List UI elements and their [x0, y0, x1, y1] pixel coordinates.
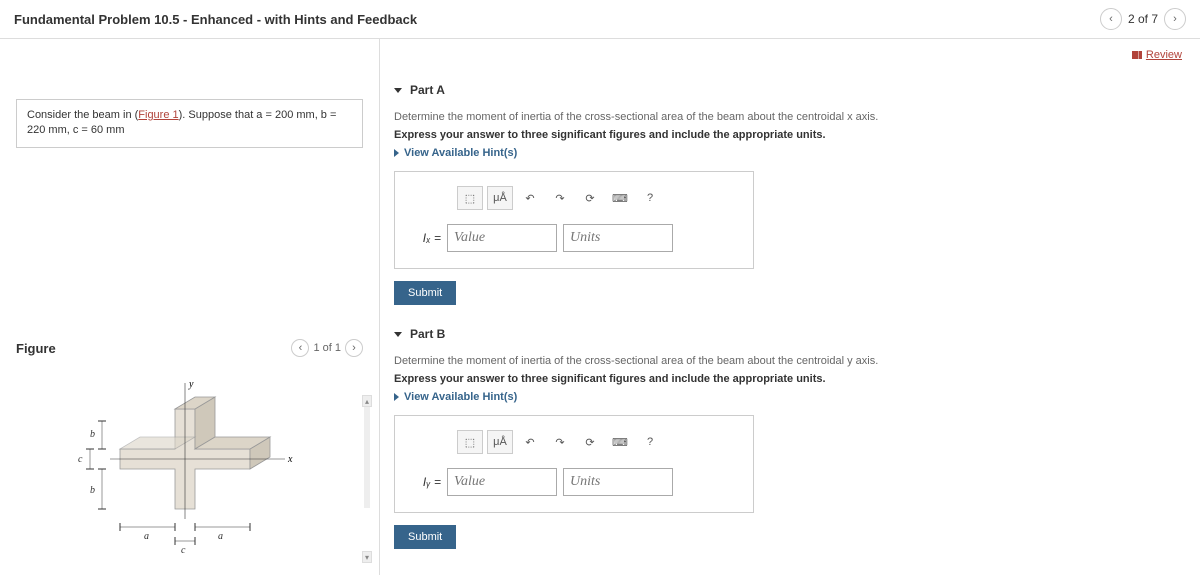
figure-title: Figure	[16, 341, 56, 356]
part-a-answer-box: ⬚ μÅ ↶ ↷ ⟳ ⌨ ? Iₓ =	[394, 171, 754, 269]
part-a-hints[interactable]: View Available Hint(s)	[394, 147, 1186, 159]
review-link[interactable]: Review	[1146, 49, 1182, 61]
prev-page-button[interactable]: ‹	[1100, 8, 1122, 30]
part-b-title: Part B	[410, 327, 445, 341]
next-page-button[interactable]: ›	[1164, 8, 1186, 30]
part-b-submit-button[interactable]: Submit	[394, 525, 456, 549]
figure-prev-button[interactable]: ‹	[291, 339, 309, 357]
part-a-title: Part A	[410, 83, 445, 97]
beam-figure: y x b c	[60, 369, 320, 559]
svg-text:c: c	[78, 454, 83, 465]
help-icon[interactable]: ?	[637, 430, 663, 454]
part-b-desc: Determine the moment of inertia of the c…	[394, 355, 1186, 367]
review-icon	[1132, 51, 1142, 59]
part-b-instr: Express your answer to three significant…	[394, 373, 1186, 385]
svg-text:a: a	[144, 531, 149, 542]
part-a-desc: Determine the moment of inertia of the c…	[394, 111, 1186, 123]
template-icon[interactable]: ⬚	[457, 186, 483, 210]
figure-counter: 1 of 1	[313, 342, 341, 354]
undo-icon[interactable]: ↶	[517, 186, 543, 210]
reset-icon[interactable]: ⟳	[577, 186, 603, 210]
page-title: Fundamental Problem 10.5 - Enhanced - wi…	[14, 12, 417, 27]
part-b-units-input[interactable]	[563, 468, 673, 496]
help-icon[interactable]: ?	[637, 186, 663, 210]
svg-text:c: c	[181, 545, 186, 556]
svg-text:b: b	[90, 429, 95, 440]
part-b-variable: Iᵧ =	[411, 475, 441, 489]
part-a-value-input[interactable]	[447, 224, 557, 252]
reset-icon[interactable]: ⟳	[577, 430, 603, 454]
redo-icon[interactable]: ↷	[547, 186, 573, 210]
units-icon[interactable]: μÅ	[487, 430, 513, 454]
figure-nav: ‹ 1 of 1 ›	[291, 339, 363, 357]
page-nav: ‹ 2 of 7 ›	[1100, 8, 1186, 30]
redo-icon[interactable]: ↷	[547, 430, 573, 454]
units-icon[interactable]: μÅ	[487, 186, 513, 210]
svg-text:b: b	[90, 485, 95, 496]
part-a: Part A Determine the moment of inertia o…	[394, 83, 1186, 305]
part-b-value-input[interactable]	[447, 468, 557, 496]
svg-text:y: y	[188, 379, 194, 390]
figure-scrollbar[interactable]: ▴ ▾	[362, 395, 372, 563]
problem-prompt: Consider the beam in (Figure 1). Suppose…	[16, 99, 363, 148]
svg-text:x: x	[287, 454, 293, 465]
page-counter: 2 of 7	[1128, 12, 1158, 26]
keyboard-icon[interactable]: ⌨	[607, 430, 633, 454]
template-icon[interactable]: ⬚	[457, 430, 483, 454]
caret-down-icon[interactable]	[394, 332, 402, 337]
keyboard-icon[interactable]: ⌨	[607, 186, 633, 210]
figure-link[interactable]: Figure 1	[138, 109, 178, 121]
part-b: Part B Determine the moment of inertia o…	[394, 327, 1186, 549]
undo-icon[interactable]: ↶	[517, 430, 543, 454]
prompt-text: Consider the beam in (	[27, 109, 138, 121]
part-a-instr: Express your answer to three significant…	[394, 129, 1186, 141]
caret-down-icon[interactable]	[394, 88, 402, 93]
part-a-variable: Iₓ =	[411, 231, 441, 245]
part-a-units-input[interactable]	[563, 224, 673, 252]
part-b-answer-box: ⬚ μÅ ↶ ↷ ⟳ ⌨ ? Iᵧ =	[394, 415, 754, 513]
part-b-hints[interactable]: View Available Hint(s)	[394, 391, 1186, 403]
figure-next-button[interactable]: ›	[345, 339, 363, 357]
part-a-submit-button[interactable]: Submit	[394, 281, 456, 305]
svg-text:a: a	[218, 531, 223, 542]
